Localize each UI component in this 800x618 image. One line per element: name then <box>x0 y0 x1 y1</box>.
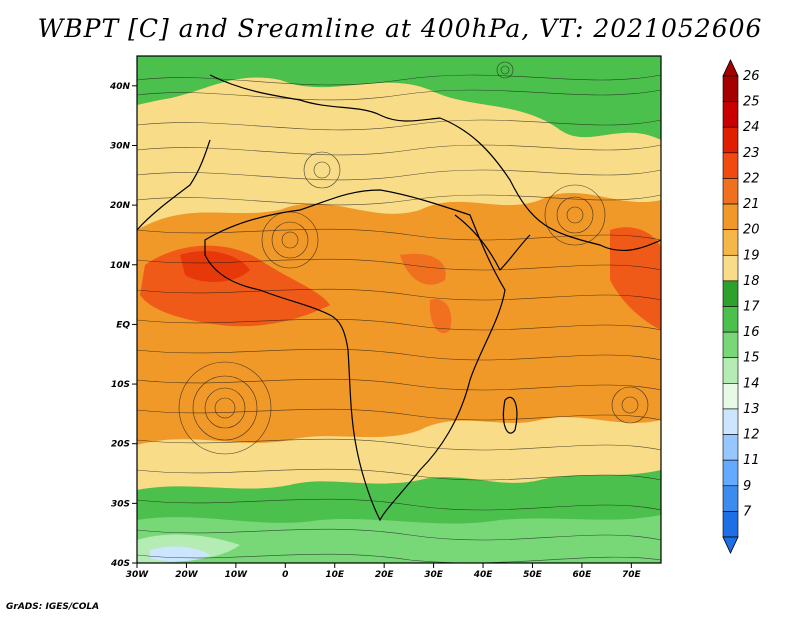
lon-tick-label: 10E <box>325 570 345 580</box>
colorbar-label: 23 <box>743 146 760 161</box>
grads-credit: GrADS: IGES/COLA <box>6 602 100 612</box>
lat-tick-label: 10S <box>111 380 130 390</box>
longitude-axis: 30W 20W 10W 0 10E 20E 30E 40E 50E 60E 70E <box>126 563 642 580</box>
lat-tick-label: 20S <box>111 440 130 450</box>
colorbar-swatch <box>722 459 739 487</box>
colorbar-label: 19 <box>743 248 760 263</box>
colorbar-swatch <box>722 306 739 333</box>
colorbar-swatch <box>722 434 739 461</box>
lat-tick-label: 30N <box>110 141 131 151</box>
colorbar-swatch <box>722 331 739 359</box>
madagascar-coast <box>502 396 518 434</box>
colorbar-swatch <box>722 152 739 179</box>
europe-coast <box>209 74 441 122</box>
lon-tick-label: 70E <box>622 570 642 580</box>
hot-spot-east <box>610 227 661 330</box>
lat-tick-label: EQ <box>116 320 130 330</box>
africa-coast <box>204 189 506 522</box>
lon-tick-label: 20W <box>175 570 199 580</box>
lon-tick-label: 30W <box>126 570 150 580</box>
lat-tick-label: 30S <box>111 499 130 509</box>
colorbar-label: 21 <box>743 197 760 212</box>
colorbar-swatch <box>722 357 739 384</box>
colorbar-label: 9 <box>743 479 751 494</box>
colorbar-label: 12 <box>743 428 760 443</box>
map-title: WBPT [C] and Sreamline at 400hPa, VT: 20… <box>37 14 763 43</box>
lon-tick-label: 0 <box>282 570 288 580</box>
colorbar-label: 17 <box>743 300 760 315</box>
colorbar-swatch <box>722 101 739 128</box>
south-light-green-zone <box>137 515 661 563</box>
colorbar-label: 20 <box>743 223 760 238</box>
north-yellow-belt <box>137 77 661 230</box>
lat-tick-label: 40S <box>110 559 130 569</box>
colorbar-label: 7 <box>743 504 752 519</box>
latitude-axis: 40N 30N 20N 10N EQ 10S 20S 30S 40S <box>109 82 137 569</box>
hot-spot-africa <box>429 299 452 334</box>
lon-tick-label: 30E <box>424 570 444 580</box>
lon-tick-label: 60E <box>573 570 593 580</box>
colorbar: 26 25 24 23 22 21 20 19 18 17 16 15 14 13 12 11 9 7 <box>722 59 760 554</box>
lat-tick-label: 20N <box>110 201 131 211</box>
streamlines <box>137 74 661 563</box>
colorbar-label: 15 <box>743 351 760 366</box>
hot-spot-central <box>400 253 446 285</box>
colorbar-swatch <box>722 178 739 205</box>
wbpt-shading <box>137 56 661 563</box>
colorbar-label: 22 <box>743 171 760 186</box>
colorbar-label: 26 <box>743 69 760 84</box>
west-coast <box>137 139 211 231</box>
colorbar-label: 18 <box>743 274 760 289</box>
lon-tick-label: 40E <box>473 570 494 580</box>
vortices <box>178 61 649 455</box>
colorbar-swatch <box>722 280 739 307</box>
colorbar-swatch <box>722 254 739 282</box>
colorbar-swatch <box>722 229 739 256</box>
colorbar-swatch <box>722 383 739 410</box>
asia-coast <box>439 117 661 251</box>
colorbar-top-arrow <box>722 59 739 77</box>
arabia-coast <box>454 214 531 272</box>
map-frame <box>136 55 662 564</box>
lat-tick-label: 10N <box>110 261 131 271</box>
south-yellow-belt <box>137 417 661 490</box>
colorbar-label: 14 <box>743 376 760 391</box>
colorbar-swatch <box>722 75 739 102</box>
colorbar-bottom-arrow <box>722 536 739 554</box>
coastlines <box>137 74 661 522</box>
colorbar-label: 13 <box>743 402 760 417</box>
colorbar-label: 24 <box>743 120 760 135</box>
colorbar-swatch <box>722 408 739 435</box>
lat-tick-label: 40N <box>109 82 131 92</box>
colorbar-label: 25 <box>743 95 760 110</box>
lon-tick-label: 50E <box>523 570 543 580</box>
lon-tick-label: 10W <box>225 570 249 580</box>
tropical-orange-belt <box>137 192 661 445</box>
hot-core-west <box>180 250 250 282</box>
colorbar-swatch <box>722 485 739 512</box>
colorbar-label: 16 <box>743 325 760 340</box>
colorbar-swatch <box>722 126 739 154</box>
lon-tick-label: 20E <box>375 570 395 580</box>
colorbar-label: 11 <box>743 453 760 468</box>
colorbar-swatch <box>722 203 739 230</box>
colorbar-swatch <box>722 511 739 538</box>
